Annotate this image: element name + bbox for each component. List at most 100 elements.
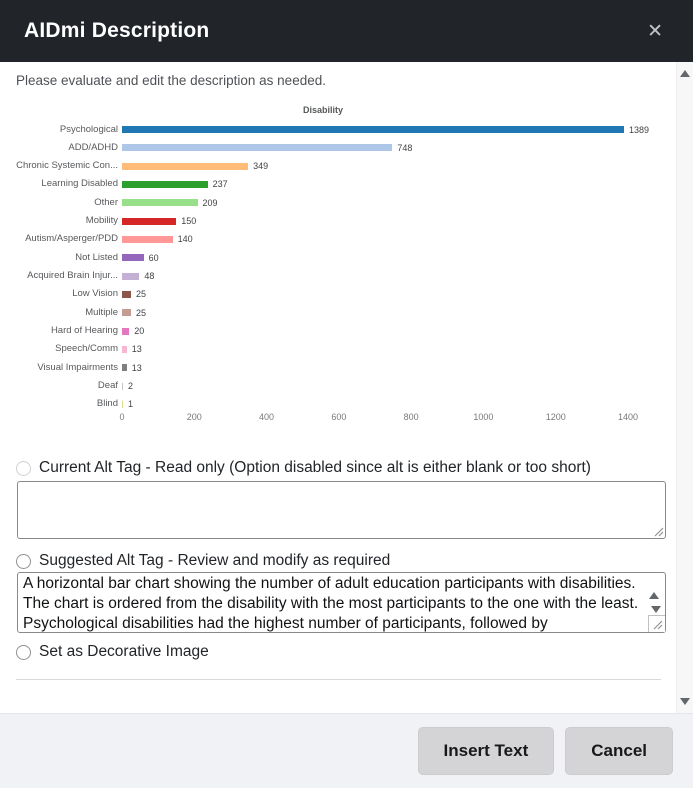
chart-bar-row: Low Vision 25	[0, 285, 660, 303]
chart-value-label: 13	[131, 344, 142, 355]
current-alt-radio	[16, 460, 31, 476]
chart-value-label: 150	[181, 216, 197, 227]
chart-category-label: Chronic Systemic Con...	[16, 160, 118, 172]
chart-x-tick-label: 1200	[545, 412, 566, 422]
chart-category-label: ADD/ADHD	[68, 141, 118, 153]
chart-bar-row: Acquired Brain Injur... 48	[0, 267, 660, 285]
modal-header: AIDmi Description ✕	[0, 0, 693, 62]
chart-bar-row: Speech/Comm 13	[0, 340, 660, 358]
chart-value-label: 20	[134, 326, 145, 337]
current-alt-textarea[interactable]	[17, 481, 666, 539]
chart-category-label: Deaf	[97, 380, 118, 392]
scroll-up-icon[interactable]	[649, 575, 659, 599]
textarea-scrollbar[interactable]	[649, 575, 663, 613]
chart-value-label: 13	[131, 362, 142, 373]
chart-bar-row: Multiple 25	[0, 304, 660, 322]
chart-bar-row: Deaf 2	[0, 377, 660, 395]
chart-category-label: Blind	[96, 398, 118, 410]
chart-value-label: 209	[202, 197, 218, 208]
modal-scrollbar[interactable]	[676, 62, 693, 713]
suggested-alt-textarea[interactable]: A horizontal bar chart showing the numbe…	[17, 572, 666, 633]
chart-bar-row: Psychological 1389	[0, 121, 660, 139]
chart-bar	[122, 272, 140, 280]
chart-value-label: 748	[397, 142, 413, 153]
chart-title: Disability	[302, 105, 343, 115]
scroll-up-icon[interactable]	[680, 70, 690, 77]
chart-bar-row: Chronic Systemic Con... 349	[0, 157, 660, 175]
chart-bar	[122, 217, 177, 225]
chart-category-label: Other	[94, 196, 118, 208]
chart-bar	[122, 290, 132, 298]
scroll-down-icon[interactable]	[651, 606, 661, 613]
chart-bar-row: Other 209	[0, 194, 660, 212]
chart-category-label: Acquired Brain Injur...	[27, 270, 118, 282]
chart-value-label: 48	[144, 271, 155, 282]
chart-category-label: Autism/Asperger/PDD	[25, 233, 118, 245]
chart-category-label: Hard of Hearing	[50, 325, 118, 337]
chart-bar-row: Learning Disabled 237	[0, 175, 660, 193]
cancel-button[interactable]: Cancel	[565, 727, 673, 775]
chart-value-label: 25	[136, 307, 147, 318]
chart-category-label: Psychological	[59, 123, 118, 135]
chart-bar	[122, 345, 127, 353]
decorative-image-radio[interactable]	[16, 644, 31, 660]
close-icon[interactable]: ✕	[641, 18, 669, 45]
chart-category-label: Not Listed	[75, 251, 118, 263]
chart-bar-row: Hard of Hearing 20	[0, 322, 660, 340]
divider	[16, 679, 661, 680]
modal-body: Please evaluate and edit the description…	[0, 62, 693, 713]
chart-bar	[122, 364, 127, 372]
chart-x-tick-label: 1400	[617, 412, 639, 422]
chart-category-label: Speech/Comm	[55, 343, 118, 355]
chart-x-tick-label: 200	[186, 412, 202, 422]
chart-bar	[122, 180, 208, 188]
chart-category-label: Visual Impairments	[37, 361, 118, 373]
chart-bar	[122, 126, 625, 133]
chart-bar-row: ADD/ADHD 748	[0, 139, 660, 157]
chart-bar	[122, 254, 144, 262]
chart-category-label: Low Vision	[72, 288, 118, 300]
resize-grip-icon[interactable]	[648, 615, 665, 632]
chart-value-label: 237	[212, 179, 228, 190]
chart-x-tick-label: 1000	[473, 412, 494, 422]
disability-bar-chart: Disability Psychological 1389 ADD/ADHD 748 C…	[0, 100, 660, 440]
chart-x-tick-label: 800	[403, 412, 419, 422]
chart-bar-row: Not Listed 60	[0, 249, 660, 267]
chart-category-label: Multiple	[85, 306, 118, 318]
current-alt-label: Current Alt Tag - Read only (Option disa…	[39, 459, 591, 476]
current-alt-textarea-wrap	[17, 481, 666, 539]
chart-bar	[122, 235, 173, 243]
chart-bar	[122, 327, 130, 335]
chart-category-label: Learning Disabled	[41, 178, 118, 190]
modal-title: AIDmi Description	[24, 19, 210, 42]
chart-x-tick-label: 400	[259, 412, 275, 422]
instruction-text: Please evaluate and edit the description…	[16, 73, 326, 88]
suggested-alt-textarea-wrap: A horizontal bar chart showing the numbe…	[17, 572, 666, 633]
chart-value-label: 1	[128, 399, 134, 410]
current-alt-option: Current Alt Tag - Read only (Option disa…	[16, 458, 591, 478]
chart-bar	[122, 199, 198, 207]
chart-bar-row: Blind 1	[0, 395, 660, 413]
chart-category-label: Mobility	[85, 215, 118, 227]
resize-grip-icon[interactable]	[651, 524, 664, 537]
suggested-alt-option[interactable]: Suggested Alt Tag - Review and modify as…	[16, 551, 390, 571]
chart-value-label: 25	[136, 289, 147, 300]
chart-value-label: 140	[177, 234, 193, 245]
chart-bar	[122, 162, 249, 170]
chart-bar-row: Visual Impairments 13	[0, 359, 660, 377]
suggested-alt-label: Suggested Alt Tag - Review and modify as…	[39, 552, 391, 569]
chart-x-tick-label: 600	[331, 412, 347, 422]
decorative-image-label: Set as Decorative Image	[39, 643, 209, 660]
modal-footer: Insert Text Cancel	[0, 713, 693, 788]
chart-bar	[122, 309, 132, 317]
chart-bar-row: Autism/Asperger/PDD 140	[0, 230, 660, 248]
decorative-image-option[interactable]: Set as Decorative Image	[16, 642, 209, 662]
chart-value-label: 349	[253, 161, 269, 172]
suggested-alt-radio[interactable]	[16, 553, 31, 569]
insert-text-button[interactable]: Insert Text	[417, 727, 555, 775]
scroll-down-icon[interactable]	[680, 698, 690, 705]
chart-x-tick-label: 0	[119, 412, 125, 422]
chart-value-label: 60	[148, 252, 159, 263]
chart-value-label: 2	[128, 381, 134, 392]
chart-bar	[122, 400, 123, 408]
